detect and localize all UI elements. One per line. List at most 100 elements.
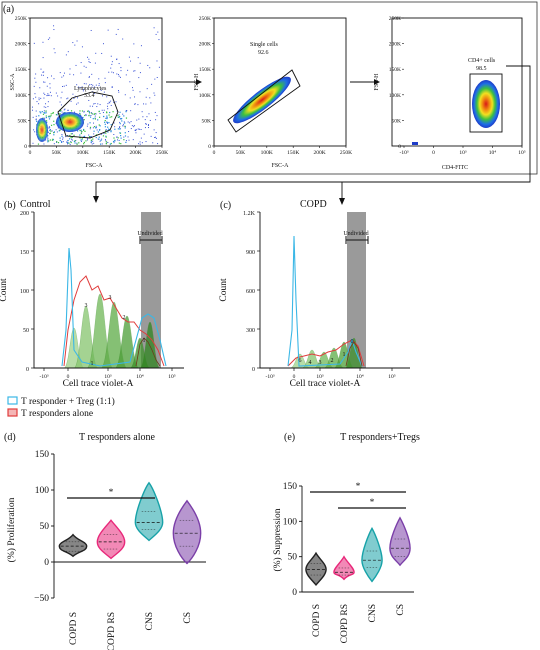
x-tick-label: 150K	[287, 150, 299, 156]
x-tick-label: 0	[293, 374, 296, 380]
violin-cs	[389, 516, 411, 567]
category-label: COPD RS	[340, 604, 350, 643]
panel-a-frame	[1, 1, 538, 175]
gate-name-lymphocytes: Lymphocytes	[74, 86, 107, 92]
y-tick-label: 0	[24, 144, 27, 150]
legend: T responder + Treg (1:1) T responders al…	[7, 396, 115, 419]
generation-peak	[344, 337, 364, 369]
y-tick-label: 250K	[15, 16, 27, 22]
y-tick-label: 0	[292, 588, 297, 598]
y-tick-label: 300	[246, 328, 255, 334]
connector-arrows	[93, 65, 531, 205]
panel-label-e: (e)	[284, 432, 295, 443]
hist-b-y-label: Count	[0, 278, 9, 302]
y-tick-label: 0	[208, 144, 211, 150]
violin-cns	[361, 526, 383, 583]
y-tick-label: 150K	[389, 67, 401, 73]
legend-label-treg: T responder + Treg (1:1)	[21, 396, 115, 407]
violin-cs	[172, 499, 202, 565]
hist-b-title: Control	[20, 199, 51, 210]
generation-label: 2	[123, 315, 126, 321]
x-tick-label: 10⁵	[168, 374, 176, 380]
violin-copd-rs	[96, 519, 126, 560]
category-label: COPD S	[69, 612, 79, 645]
y-tick-label: −50	[34, 594, 49, 604]
y-tick-label: 50	[23, 328, 29, 334]
flow-plot-cd4-cells: CD4+ cells 98.5 CD4-FITC FSC-H -10³ 0 10³ 1…	[374, 16, 526, 171]
y-tick-label: 100	[20, 289, 29, 295]
y-label-fsc-h-3: FSC-H	[374, 73, 380, 91]
x-tick-label: -10³	[40, 374, 49, 380]
y-tick-label: 250K	[389, 16, 401, 22]
y-tick-label: 0	[44, 558, 49, 568]
x-tick-label: -10³	[400, 150, 409, 156]
violin-chart-proliferation: (%) Proliferation −50 0 50 100 150 COPD S COPD…	[6, 450, 206, 650]
x-label-fsc-a: FSC-A	[85, 163, 103, 169]
x-tick-label: -10³	[266, 374, 275, 380]
generation-label: 3	[85, 303, 88, 309]
cd4-gate	[469, 73, 503, 133]
y-tick-label: 150	[283, 482, 298, 492]
generation-label: 4	[309, 360, 312, 366]
category-label: CNS	[145, 612, 155, 630]
legend-swatch-responders	[7, 408, 18, 417]
y-tick-label: 0	[398, 144, 401, 150]
y-tick-label: 50	[288, 553, 298, 563]
y-tick-label: 200K	[199, 42, 211, 48]
x-tick-label: 250K	[340, 150, 352, 156]
panel-label-c: (c)	[220, 200, 231, 211]
y-tick-label: 200	[20, 211, 29, 217]
gate-name-single-cells: Single cells	[250, 42, 278, 48]
category-label: COPD RS	[107, 612, 117, 650]
y-tick-label: 150K	[199, 67, 211, 73]
y-label-ssc-a: SSC-A	[10, 73, 16, 91]
significance-star: *	[109, 488, 114, 498]
x-tick-label: 10³	[104, 374, 112, 380]
violin-d-title: T responders alone	[79, 432, 155, 443]
category-label: CNS	[368, 604, 378, 622]
y-tick-label: 600	[246, 289, 255, 295]
x-tick-label: 100K	[77, 150, 89, 156]
arrow-1-to-2	[166, 79, 202, 85]
x-tick-label: 50K	[236, 150, 246, 156]
generation-label: 3	[319, 360, 322, 366]
x-tick-label: 200K	[313, 150, 325, 156]
y-tick-label: 0	[252, 367, 255, 373]
panel-label-d: (d)	[4, 432, 16, 443]
x-label-fsc-a-2: FSC-A	[271, 163, 289, 169]
violin-d-y-label: (%) Proliferation	[6, 497, 17, 562]
legend-label-responders: T responders alone	[21, 409, 93, 419]
generation-label: 1	[143, 338, 146, 344]
undivided-label-b: Undivided	[137, 231, 162, 237]
y-tick-label: 150K	[15, 67, 27, 73]
y-tick-label: 200K	[15, 42, 27, 48]
flow-plot-lymphocytes: Lymphocytes 33.4 FSC-A SSC-A 0 50K 100K 150…	[10, 16, 168, 169]
y-tick-label: 50	[40, 522, 50, 532]
y-label-fsc-h: FSC-H	[194, 73, 200, 91]
x-tick-label: 10⁴	[136, 374, 144, 380]
panel-label-a: (a)	[3, 4, 14, 15]
histogram-control: Undivided 0 50 100 150 200 -10³ 0 10³ 10⁴ 10⁵ 3 3 2 1…	[0, 211, 184, 389]
category-label: CS	[396, 604, 406, 616]
significance-star: *	[370, 498, 375, 508]
y-tick-label: 100K	[199, 93, 211, 99]
violin-copd-s	[305, 551, 327, 587]
undivided-band-c	[347, 212, 366, 368]
violin-e-title: T responders+Tregs	[340, 432, 420, 443]
y-tick-label: 250K	[199, 16, 211, 22]
x-tick-label: 200K	[129, 150, 141, 156]
y-tick-label: 200K	[389, 42, 401, 48]
y-tick-label: 100K	[15, 93, 27, 99]
y-tick-label: 50K	[392, 118, 402, 124]
y-tick-label: 150	[20, 250, 29, 256]
hist-c-y-label: Count	[219, 278, 229, 302]
x-tick-label: 50K	[52, 150, 62, 156]
category-label: COPD S	[312, 604, 322, 637]
gate-value-single-cells: 92.6	[258, 50, 269, 56]
y-tick-label: 50K	[18, 118, 28, 124]
x-tick-label: 0	[432, 150, 435, 156]
generation-label: 2	[331, 358, 334, 364]
gate-value-cd4: 98.5	[476, 66, 487, 72]
x-tick-label: 10⁴	[356, 374, 364, 380]
